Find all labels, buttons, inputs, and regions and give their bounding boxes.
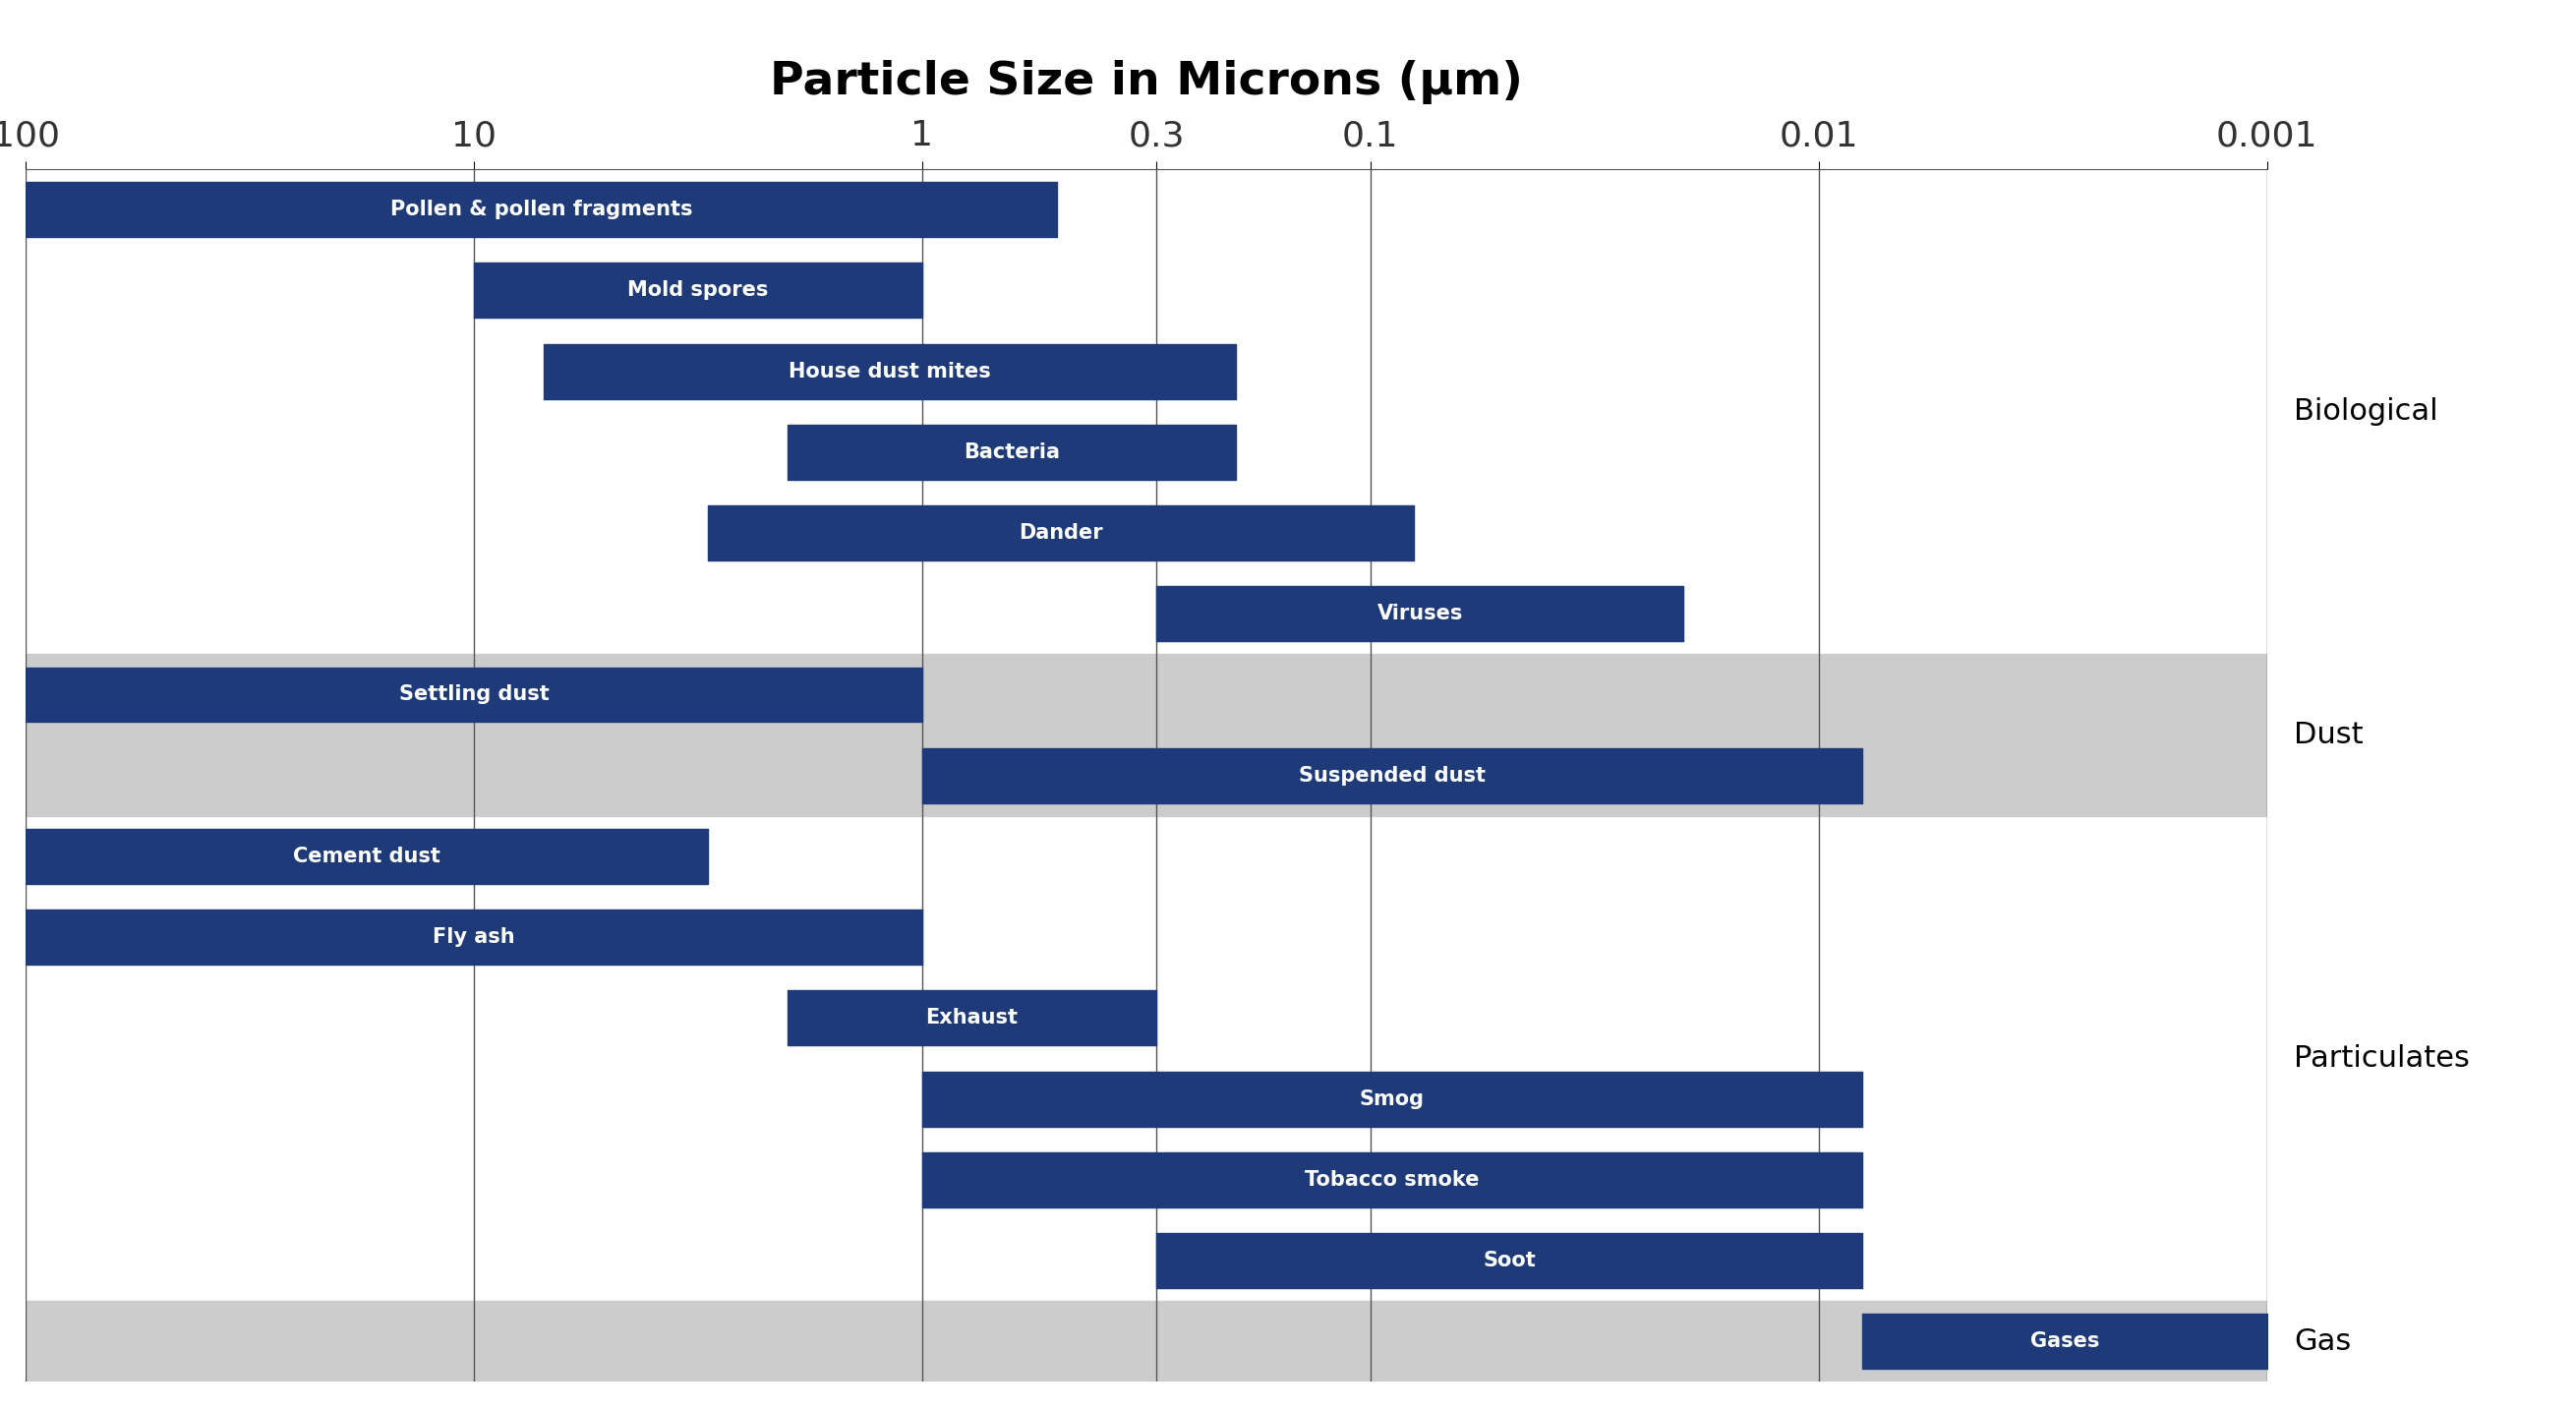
Text: Suspended dust: Suspended dust [1298, 766, 1486, 785]
Text: Smog: Smog [1360, 1089, 1425, 1108]
Text: Cement dust: Cement dust [294, 846, 440, 866]
Text: Soot: Soot [1484, 1251, 1535, 1270]
Text: Exhaust: Exhaust [925, 1008, 1018, 1028]
Text: House dust mites: House dust mites [788, 361, 992, 381]
Text: Biological: Biological [2293, 398, 2437, 426]
Bar [26, 1301, 2267, 1382]
Text: Settling dust: Settling dust [399, 685, 549, 705]
Text: Gas: Gas [2293, 1327, 2352, 1355]
Text: Pollen & pollen fragments: Pollen & pollen fragments [392, 200, 693, 220]
Text: Tobacco smoke: Tobacco smoke [1306, 1170, 1479, 1190]
Text: Dander: Dander [1020, 523, 1103, 543]
Text: Dust: Dust [2293, 721, 2362, 749]
Title: Particle Size in Microns (μm): Particle Size in Microns (μm) [770, 61, 1522, 104]
Text: Mold spores: Mold spores [629, 281, 768, 300]
Text: Bacteria: Bacteria [963, 443, 1059, 462]
Text: Gases: Gases [2030, 1331, 2099, 1351]
Text: Fly ash: Fly ash [433, 928, 515, 948]
Bar [26, 654, 2267, 816]
Text: Viruses: Viruses [1378, 603, 1463, 623]
Text: Particulates: Particulates [2293, 1045, 2470, 1073]
